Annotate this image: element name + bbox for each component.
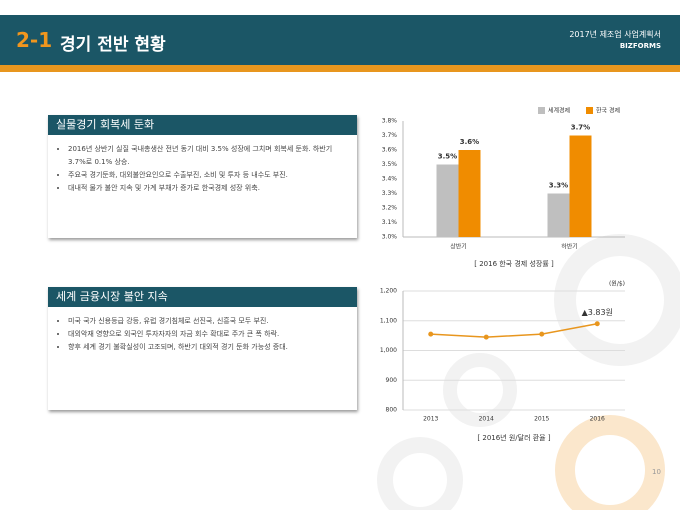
annotation: ▲3.83원 (582, 308, 613, 317)
bullet: 대외악재 영향으로 외국인 투자자자의 자금 회수 확대로 주가 큰 폭 하락. (68, 328, 349, 341)
bullet: 2016년 상반기 실질 국내총생산 전년 동기 대비 3.5% 성장에 그치며… (68, 143, 349, 169)
stripe (0, 65, 680, 72)
bullet: 향후 세계 경기 불확실성이 고조되며, 하반기 대외적 경기 둔화 가능성 증… (68, 341, 349, 354)
chart: 800 900 1,000 1,100 1,200 2013 2014 2015 2016 (원/… (380, 280, 625, 442)
legend-swatch (538, 107, 545, 114)
bar (436, 164, 459, 237)
chart: 3.0%3.1%3.2%3.3%3.4%3.5%3.6%3.7%3.8%상반기3… (382, 107, 625, 268)
header-title: 경기 전반 현황 (60, 35, 166, 55)
point (594, 321, 600, 327)
value-label: 3.6% (460, 138, 479, 146)
y-tick-label: 3.1% (382, 219, 398, 226)
y-tick-label: 1,100 (380, 317, 397, 324)
legend-label: 한국 경제 (596, 107, 620, 115)
y-tick-label: 1,000 (380, 347, 397, 354)
y-tick-label: 900 (386, 377, 398, 384)
header-bar: 2-1 경기 전반 현황 2017년 제조업 사업계획서 BIZFORMS (0, 15, 680, 65)
x-tick-label: 2016 (590, 416, 605, 423)
caption: [ 2016년 원/달러 환율 ] (477, 433, 550, 442)
caption: [ 2016 한국 경제 성장률 ] (474, 259, 554, 268)
y-tick-label: 3.2% (382, 205, 398, 212)
section-number: 2-1 (16, 28, 53, 52)
y-tick-label: 1,200 (380, 288, 397, 295)
y-tick-label: 3.3% (382, 190, 398, 197)
line (430, 322, 598, 338)
legend-label: 세계경제 (548, 107, 570, 115)
value-label: 3.7% (571, 124, 590, 132)
point (539, 331, 545, 337)
value-label: 3.5% (438, 153, 457, 161)
bullets: 2016년 상반기 실질 국내총생산 전년 동기 대비 3.5% 성장에 그치며… (58, 143, 349, 195)
point (483, 334, 489, 340)
text-box: 세계 금융시장 불안 지속 미국 국가 신용등급 강등, 유럽 경기침체로 선진… (48, 287, 357, 410)
bullet: 주요국 경기둔화, 대외불안요인으로 수출부진, 소비 및 투자 등 내수도 부… (68, 169, 349, 182)
x-tick-label: 2013 (423, 416, 438, 423)
bullet: 대내적 물가 불안 지속 및 가계 부채가 증가로 한국경제 성장 위축. (68, 182, 349, 195)
y-tick-label: 3.8% (382, 118, 398, 125)
box-title: 세계 금융시장 불안 지속 (48, 287, 357, 307)
bar (569, 135, 592, 237)
y-tick-label: 800 (386, 407, 398, 414)
text-box: 실물경기 회복세 둔화 2016년 상반기 실질 국내총생산 전년 동기 대비 … (48, 115, 357, 238)
x-tick-label: 2015 (534, 416, 549, 423)
bar (547, 193, 570, 237)
point (428, 331, 434, 337)
legend-swatch (586, 107, 593, 114)
y-tick-label: 3.0% (382, 234, 398, 241)
y-tick-label: 3.7% (382, 132, 398, 139)
y-tick-label: 3.6% (382, 147, 398, 154)
bar (458, 150, 481, 237)
bullets: 미국 국가 신용등급 강등, 유럽 경기침체로 선진국, 신흥국 모두 부진.대… (58, 315, 349, 354)
y-tick-label: 3.5% (382, 161, 398, 168)
x-tick-label: 2014 (479, 416, 494, 423)
doc-title: 2017년 제조업 사업계획서 (569, 30, 661, 39)
value-label: 3.3% (549, 182, 568, 190)
page-number: 10 (652, 468, 661, 476)
box-title: 실물경기 회복세 둔화 (48, 115, 357, 135)
x-tick-label: 상반기 (450, 243, 467, 251)
brand: BIZFORMS (619, 42, 661, 50)
x-tick-label: 하반기 (561, 243, 578, 251)
y-tick-label: 3.4% (382, 176, 398, 183)
bullet: 미국 국가 신용등급 강등, 유럽 경기침체로 선진국, 신흥국 모두 부진. (68, 315, 349, 328)
unit-label: (원/$) (609, 280, 625, 288)
